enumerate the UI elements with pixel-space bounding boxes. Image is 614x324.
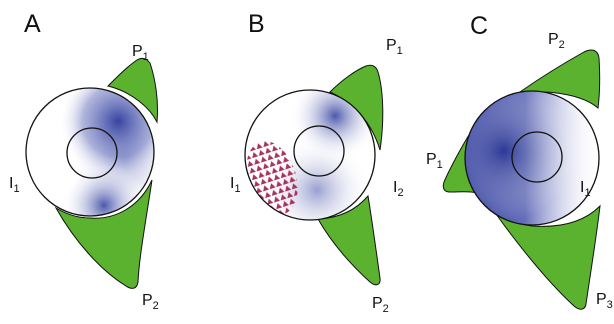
label-a-i1: I1 [9, 175, 20, 195]
label-b-i1: I1 [230, 175, 241, 195]
inner-ring-c [511, 131, 563, 183]
inner-ring-b [293, 125, 345, 177]
lobe-a-upper [107, 57, 158, 124]
panel-letter-b: B [248, 10, 265, 38]
label-c-p1: P1 [426, 151, 443, 171]
label-c-p2: P2 [548, 31, 565, 51]
lobe-a-lower [54, 179, 153, 289]
label-a-p1: P1 [132, 43, 149, 63]
panel-letter-a: A [24, 10, 41, 38]
panel-letter-c: C [470, 12, 488, 40]
label-b-i2: I2 [393, 179, 404, 199]
panel-a: A P1 I1 P2 [9, 10, 159, 312]
label-b-p1: P1 [386, 37, 403, 57]
label-c-i1: I1 [580, 179, 591, 199]
label-c-p3: P3 [596, 291, 613, 311]
lobe-b-lower [317, 194, 381, 286]
lobe-c-lower [495, 204, 601, 310]
label-b-p2: P2 [372, 295, 389, 315]
inner-ring-a [66, 127, 118, 179]
panel-b: B P1 I1 I2 P2 [230, 10, 404, 315]
lobe-c-upper [518, 49, 601, 109]
panel-c: C P2 P1 I1 P3 [426, 12, 613, 311]
label-a-p2: P2 [142, 292, 159, 312]
